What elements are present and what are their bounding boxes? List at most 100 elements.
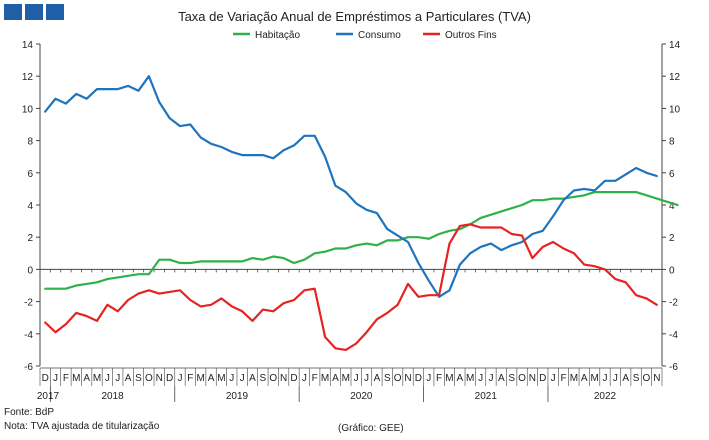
month-label: M	[590, 373, 598, 384]
month-label: M	[342, 373, 350, 384]
y-tick-label-left: 14	[22, 40, 34, 51]
month-label: J	[613, 373, 618, 384]
month-label: J	[177, 373, 182, 384]
legend-label: Outros Fins	[445, 30, 497, 41]
month-label: D	[539, 373, 546, 384]
series-lines	[44, 75, 679, 351]
y-tick-label-right: -6	[669, 362, 678, 373]
month-label: J	[302, 373, 307, 384]
series-line-consumo	[44, 75, 658, 298]
month-label: J	[105, 373, 110, 384]
month-label: S	[135, 373, 142, 384]
month-label: D	[415, 373, 422, 384]
month-label: A	[457, 373, 464, 384]
month-label: N	[280, 373, 287, 384]
month-label: N	[404, 373, 411, 384]
chart-title: Taxa de Variação Anual de Empréstimos a …	[178, 9, 531, 24]
month-label: J	[229, 373, 234, 384]
legend-label: Consumo	[358, 30, 401, 41]
month-label: F	[312, 373, 318, 384]
month-label: A	[374, 373, 381, 384]
month-label: M	[217, 373, 225, 384]
logo-block-2	[25, 4, 43, 20]
series-line-habitação	[44, 191, 679, 290]
y-tick-label-left: 8	[27, 137, 33, 148]
logo-block-3	[46, 4, 64, 20]
month-label: M	[570, 373, 578, 384]
titularization-note: Nota: TVA ajustada de titularização	[4, 421, 160, 432]
legend: Habitação Consumo Outros Fins	[233, 30, 497, 41]
y-tick-label-right: -2	[669, 298, 678, 309]
month-label: A	[249, 373, 256, 384]
month-label: J	[53, 373, 58, 384]
month-label: F	[436, 373, 442, 384]
month-label: O	[145, 373, 153, 384]
y-tick-label-left: 2	[27, 233, 33, 244]
month-label: S	[508, 373, 515, 384]
year-label: 2021	[475, 391, 498, 402]
axes: -6 -6 -4 -4 -2 -2 0 0 2 2 4 4 6 6 8 8 10 10 12 12 14 14	[22, 40, 681, 373]
month-label: N	[529, 373, 536, 384]
y-tick-label-right: 8	[669, 137, 675, 148]
month-label: A	[622, 373, 629, 384]
month-label: S	[260, 373, 267, 384]
month-label: M	[466, 373, 474, 384]
y-tick-label-left: -2	[24, 298, 33, 309]
month-label: J	[426, 373, 431, 384]
month-label: J	[551, 373, 556, 384]
year-label: 2019	[226, 391, 249, 402]
month-label: N	[653, 373, 660, 384]
y-tick-label-left: 6	[27, 169, 33, 180]
month-label: F	[560, 373, 566, 384]
month-label: O	[518, 373, 526, 384]
month-label: F	[187, 373, 193, 384]
month-label: S	[384, 373, 391, 384]
y-tick-label-left: -6	[24, 362, 33, 373]
month-label: D	[42, 373, 49, 384]
legend-label: Habitação	[255, 30, 300, 41]
y-tick-label-left: 0	[27, 265, 33, 276]
series-line-outros-fins	[44, 223, 658, 351]
y-tick-label-right: 14	[669, 40, 681, 51]
month-label: J	[364, 373, 369, 384]
y-tick-label-right: 4	[669, 201, 675, 212]
month-label: J	[115, 373, 120, 384]
month-label: J	[488, 373, 493, 384]
y-tick-label-left: 10	[22, 104, 34, 115]
month-label: D	[166, 373, 173, 384]
y-tick-label-right: 10	[669, 104, 681, 115]
month-label: J	[478, 373, 483, 384]
month-label: N	[156, 373, 163, 384]
y-tick-label-left: 4	[27, 201, 33, 212]
month-label: M	[72, 373, 80, 384]
year-label: 2018	[101, 391, 124, 402]
month-label: M	[93, 373, 101, 384]
month-label: S	[633, 373, 640, 384]
month-label: A	[208, 373, 215, 384]
month-label: A	[332, 373, 339, 384]
month-label: J	[354, 373, 359, 384]
year-label: 2022	[594, 391, 617, 402]
month-label: M	[321, 373, 329, 384]
month-label: A	[581, 373, 588, 384]
y-tick-label-right: 6	[669, 169, 675, 180]
month-label: J	[240, 373, 245, 384]
logo-block-1	[4, 4, 22, 20]
month-label: O	[394, 373, 402, 384]
month-label: O	[269, 373, 277, 384]
month-label: D	[290, 373, 297, 384]
month-label: A	[125, 373, 132, 384]
chart-credit: (Gráfico: GEE)	[338, 423, 404, 434]
y-tick-label-left: -4	[24, 330, 33, 341]
y-tick-label-left: 12	[22, 72, 34, 83]
month-label: A	[83, 373, 90, 384]
year-label: 2017	[37, 391, 60, 402]
month-label: M	[197, 373, 205, 384]
source-note: Fonte: BdP	[4, 407, 55, 418]
y-tick-label-right: 2	[669, 233, 675, 244]
y-tick-label-right: 0	[669, 265, 675, 276]
month-label: O	[643, 373, 651, 384]
y-tick-label-right: -4	[669, 330, 678, 341]
year-label: 2020	[350, 391, 373, 402]
